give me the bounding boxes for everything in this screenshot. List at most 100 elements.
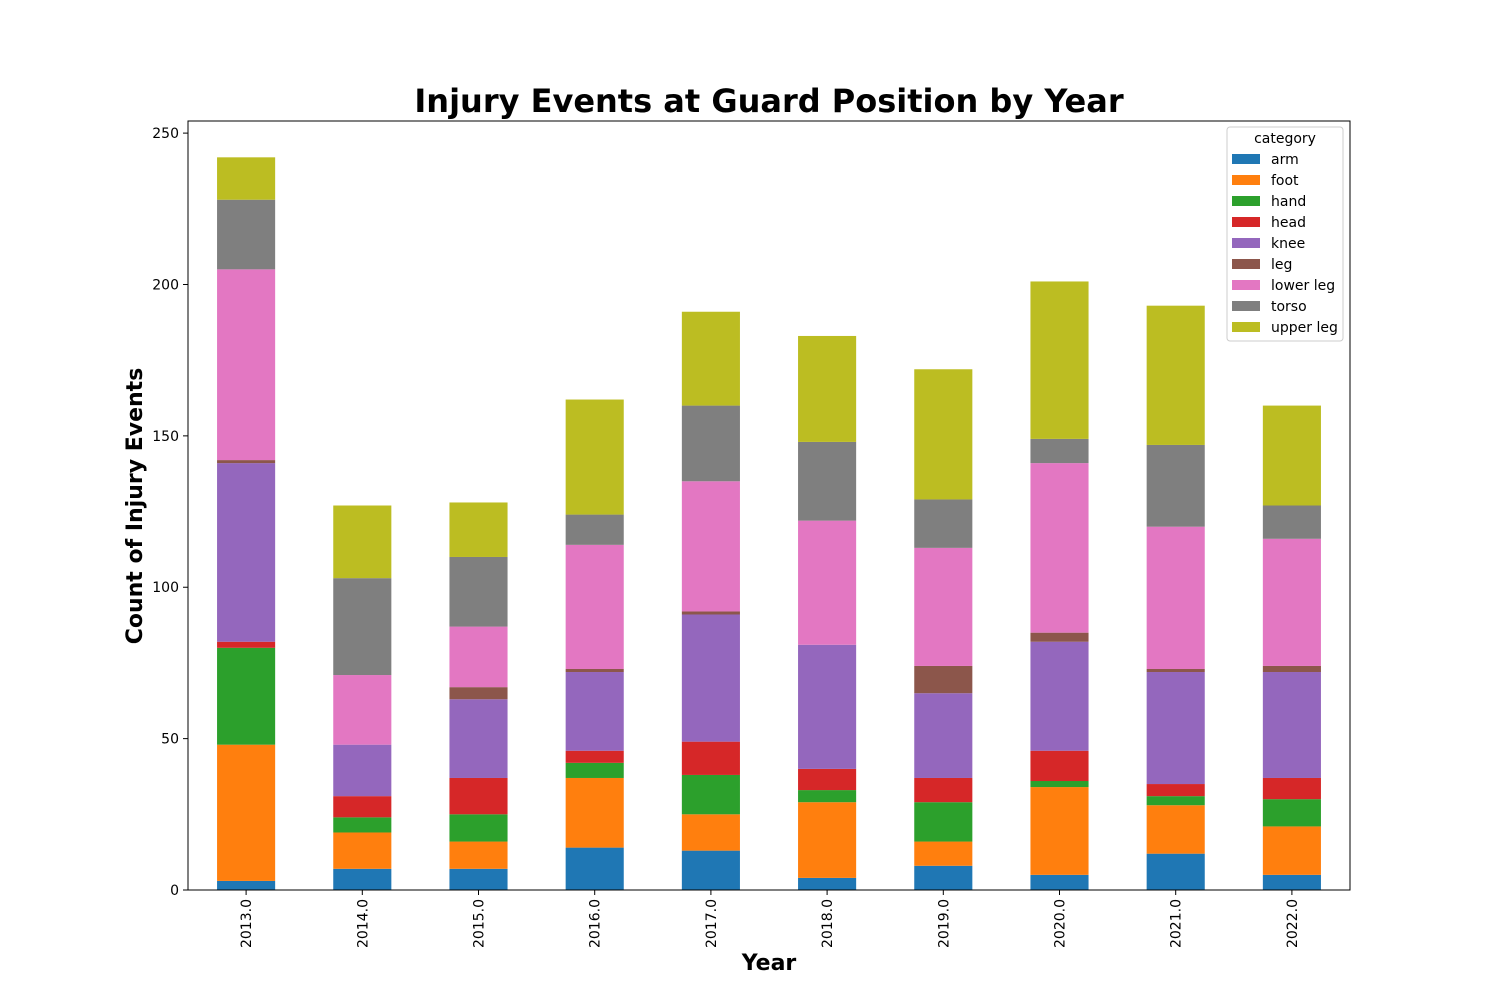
bar-head-2018.0 [798,768,857,791]
bar-upper-leg-2018.0 [798,335,857,442]
bar-arm-2019.0 [914,865,973,890]
bar-head-2020.0 [1030,750,1089,782]
bar-head-2021.0 [1146,784,1205,797]
x-tick-label: 2022.0 [1285,899,1301,948]
x-tick-label: 2021.0 [1169,899,1185,948]
bar-upper-leg-2017.0 [681,311,740,406]
bar-knee-2013.0 [217,463,276,642]
x-tick-label: 2013.0 [239,899,255,948]
x-axis-label: Year [741,951,797,976]
bar-head-2014.0 [333,796,392,818]
x-tick-label: 2020.0 [1053,899,1069,948]
legend-swatch-hand [1232,196,1260,206]
bar-hand-2017.0 [681,774,740,815]
legend: category arm foot hand head knee leg lower leg… [1226,126,1344,342]
bar-torso-2015.0 [449,556,508,627]
bar-torso-2014.0 [333,578,392,676]
bar-lower-leg-2016.0 [565,544,624,669]
bar-foot-2013.0 [217,744,276,881]
bar-foot-2015.0 [449,841,508,869]
bar-arm-2016.0 [565,847,624,890]
bar-head-2017.0 [681,741,740,775]
bar-hand-2015.0 [449,814,508,842]
bar-arm-2018.0 [798,877,857,890]
bar-foot-2014.0 [333,832,392,869]
y-tick-label: 100 [152,580,179,596]
bar-foot-2016.0 [565,777,624,848]
bar-head-2016.0 [565,750,624,763]
legend-label-hand: hand [1271,194,1306,210]
y-axis-label: Count of Injury Events [123,368,148,645]
y-tick-label: 200 [152,277,179,293]
bar-foot-2022.0 [1262,826,1321,875]
bar-foot-2017.0 [681,814,740,851]
bar-torso-2018.0 [798,441,857,521]
bar-upper-leg-2019.0 [914,369,973,500]
bar-knee-2021.0 [1146,672,1205,785]
bar-upper-leg-2022.0 [1262,405,1321,506]
bar-head-2019.0 [914,777,973,803]
legend-label-head: head [1271,215,1306,231]
y-axis: 0 50 100 150 200 250 [152,126,188,899]
legend-swatch-head [1232,217,1260,227]
bar-arm-2021.0 [1146,853,1205,890]
bar-torso-2020.0 [1030,438,1089,464]
x-tick-label: 2017.0 [704,899,720,948]
bar-arm-2020.0 [1030,874,1089,890]
bar-knee-2014.0 [333,744,392,797]
legend-title: category [1254,131,1316,147]
x-tick-label: 2015.0 [472,899,488,948]
bar-upper-leg-2021.0 [1146,305,1205,445]
bar-lower-leg-2019.0 [914,547,973,666]
bar-lower-leg-2022.0 [1262,538,1321,666]
bar-upper-leg-2016.0 [565,399,624,515]
bar-knee-2019.0 [914,693,973,778]
bar-leg-2013.0 [217,460,276,464]
bar-hand-2014.0 [333,817,392,833]
legend-swatch-knee [1232,238,1260,248]
legend-label-leg: leg [1271,257,1292,273]
bar-hand-2016.0 [565,762,624,778]
bar-leg-2017.0 [681,611,740,615]
bar-leg-2020.0 [1030,632,1089,642]
bar-upper-leg-2015.0 [449,502,508,557]
legend-items: arm foot hand head knee leg lower leg torso uppe… [1232,152,1338,336]
bar-hand-2013.0 [217,647,276,745]
y-tick-label: 250 [152,126,179,142]
chart-title: Injury Events at Guard Position by Year [414,82,1123,120]
bar-torso-2022.0 [1262,505,1321,539]
bar-arm-2022.0 [1262,874,1321,890]
y-tick-label: 150 [152,429,179,445]
legend-label-arm: arm [1271,152,1299,168]
x-tick-label: 2014.0 [355,899,371,948]
legend-swatch-upper-leg [1232,322,1260,332]
legend-label-torso: torso [1271,299,1307,315]
bar-knee-2020.0 [1030,641,1089,751]
legend-swatch-lower-leg [1232,280,1260,290]
bar-knee-2017.0 [681,614,740,742]
bar-torso-2017.0 [681,405,740,482]
bar-head-2022.0 [1262,777,1321,800]
bar-lower-leg-2014.0 [333,675,392,745]
plot-frame [187,120,1351,891]
bar-hand-2021.0 [1146,796,1205,806]
x-axis: 2013.0 2014.0 2015.0 2016.0 2017.0 2018.0 2019… [239,890,1301,948]
bar-upper-leg-2014.0 [333,505,392,579]
legend-label-knee: knee [1271,236,1305,252]
legend-swatch-arm [1232,154,1260,164]
bar-arm-2014.0 [333,868,392,890]
bar-hand-2020.0 [1030,781,1089,788]
bar-leg-2019.0 [914,665,973,694]
bar-knee-2022.0 [1262,672,1321,778]
x-tick-label: 2019.0 [936,899,952,948]
bar-lower-leg-2020.0 [1030,463,1089,633]
bar-lower-leg-2013.0 [217,269,276,461]
bar-knee-2018.0 [798,644,857,769]
x-tick-label: 2018.0 [820,899,836,948]
bar-foot-2020.0 [1030,787,1089,875]
bar-knee-2015.0 [449,699,508,778]
bars-group [217,157,1321,890]
bar-torso-2021.0 [1146,444,1205,527]
bar-head-2015.0 [449,777,508,815]
bar-lower-leg-2021.0 [1146,526,1205,669]
